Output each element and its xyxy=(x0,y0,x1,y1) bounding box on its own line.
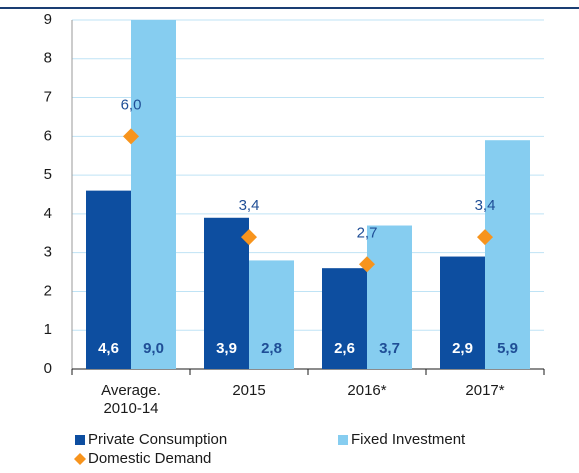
legend-label: Private Consumption xyxy=(88,431,227,448)
y-tick-label: 4 xyxy=(44,205,52,222)
data-label: 2,7 xyxy=(357,224,378,241)
bar xyxy=(204,217,249,369)
y-tick-label: 9 xyxy=(44,11,52,28)
legend-swatch xyxy=(338,435,348,445)
bar xyxy=(86,190,131,369)
y-tick-label: 0 xyxy=(44,360,52,377)
y-tick-label: 6 xyxy=(44,127,52,144)
marker xyxy=(241,229,257,246)
x-tick-label: 2016* xyxy=(347,382,386,399)
x-tick-label: Average. 2010-14 xyxy=(101,382,161,417)
data-label: 3,4 xyxy=(239,197,260,214)
data-label: 3,7 xyxy=(379,340,400,357)
data-label: 3,4 xyxy=(475,197,496,214)
legend-label: Fixed Investment xyxy=(351,431,466,448)
x-tick-label: 2015 xyxy=(232,382,265,399)
y-tick-label: 8 xyxy=(44,50,52,67)
bar xyxy=(249,260,294,369)
bar xyxy=(440,256,485,369)
bar xyxy=(485,140,530,369)
marker xyxy=(123,128,139,145)
x-tick-label: 2017* xyxy=(465,382,504,399)
y-tick-label: 2 xyxy=(44,282,52,299)
legend-label: Domestic Demand xyxy=(88,450,211,467)
bar xyxy=(131,20,176,369)
data-label: 4,6 xyxy=(98,340,119,357)
data-label: 6,0 xyxy=(121,96,142,113)
y-tick-label: 7 xyxy=(44,89,52,106)
y-tick-label: 5 xyxy=(44,166,52,183)
marker xyxy=(477,229,493,246)
legend-swatch xyxy=(75,435,85,445)
data-label: 5,9 xyxy=(497,340,518,357)
y-tick-label: 1 xyxy=(44,321,52,338)
marker xyxy=(359,256,375,273)
data-label: 3,9 xyxy=(216,340,237,357)
data-label: 2,8 xyxy=(261,340,282,357)
data-label: 2,6 xyxy=(334,340,355,357)
data-label: 2,9 xyxy=(452,340,473,357)
legend-marker xyxy=(74,453,86,465)
y-tick-label: 3 xyxy=(44,244,52,261)
bar xyxy=(322,268,367,369)
bar xyxy=(367,225,412,369)
data-label: 9,0 xyxy=(143,340,164,357)
